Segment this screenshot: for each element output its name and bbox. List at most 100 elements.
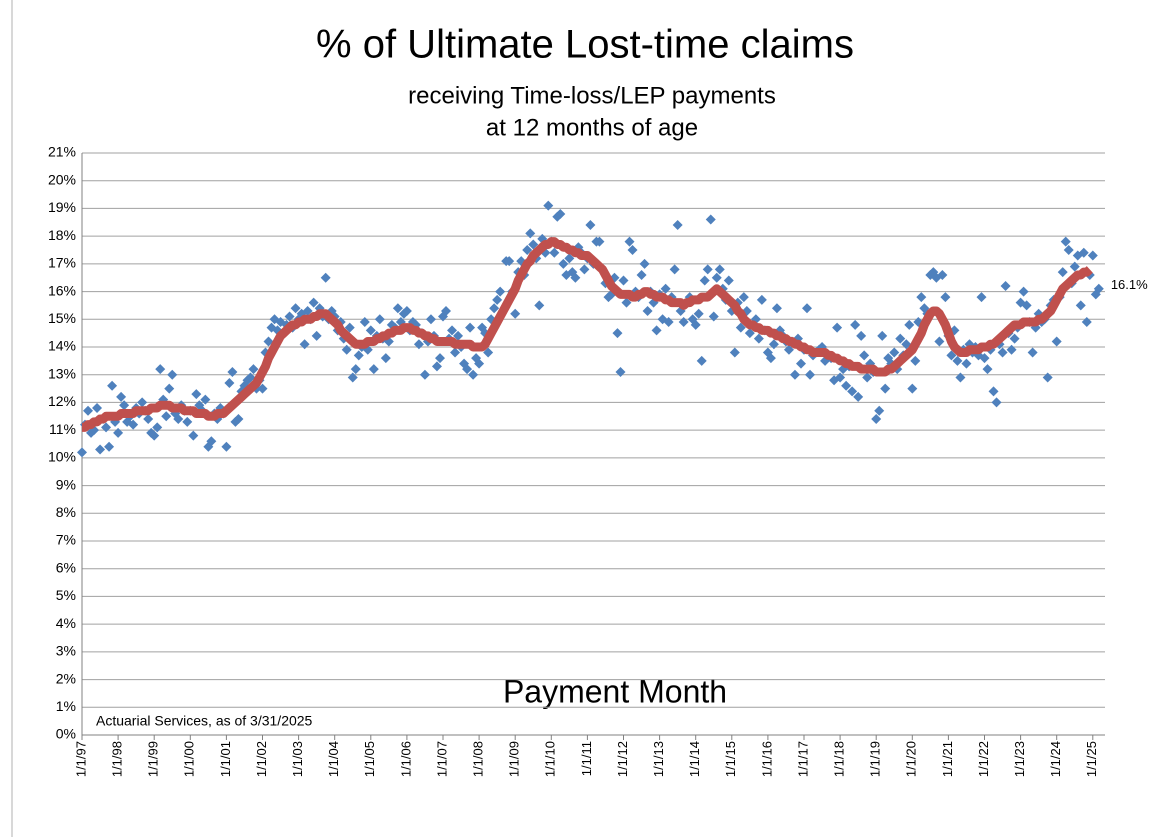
data-point [453,330,464,341]
x-axis-title: Payment Month [503,673,727,709]
data-point [627,245,638,255]
data-point [904,319,915,330]
data-point [642,305,653,316]
data-point [143,414,154,425]
x-tick-label: 1/1/17 [795,741,810,777]
data-point [224,378,235,389]
data-point [182,416,193,427]
data-point [534,300,545,311]
data-point [302,305,313,316]
data-point [850,319,861,330]
data-point [594,236,605,247]
data-point [368,364,379,375]
data-point [874,405,885,416]
data-point [768,339,779,350]
data-point [714,264,725,275]
data-point [853,391,864,402]
data-point [672,220,683,231]
data-point [895,333,906,344]
y-tick-label: 14% [48,338,76,354]
y-tick-label: 19% [48,199,76,215]
data-point [528,239,539,250]
data-point [365,325,376,336]
data-point [353,350,364,361]
data-point [489,303,500,314]
data-point [636,269,647,280]
data-point [907,383,918,394]
data-point [937,269,948,280]
data-point [450,347,461,358]
data-point [299,339,310,350]
data-point [119,400,130,411]
y-tick-label: 5% [56,587,76,603]
x-tick-label: 1/1/07 [434,741,449,777]
y-tick-label: 21% [48,144,76,160]
data-point [952,355,963,366]
x-tick-label: 1/1/02 [254,741,269,777]
data-point [227,366,238,377]
data-point [101,422,112,433]
data-point [167,369,178,380]
y-tick-label: 17% [48,255,76,271]
data-point [257,383,268,394]
data-point [639,258,650,269]
y-tick-label: 13% [48,365,76,381]
data-point [308,297,319,308]
data-point [660,283,671,294]
data-point [789,369,800,380]
data-point [765,353,776,364]
data-point [738,292,749,303]
data-point [735,322,746,333]
x-tick-label: 1/1/18 [832,741,847,777]
data-point [359,317,370,328]
y-tick-label: 20% [48,171,76,187]
y-tick-label: 9% [56,476,76,492]
data-point [434,353,445,364]
x-tick-label: 1/1/15 [723,741,738,777]
data-point [910,355,921,366]
data-point [982,364,993,375]
data-point [419,369,430,380]
x-tick-label: 1/1/23 [1012,741,1027,777]
data-point [1069,261,1080,272]
data-point [615,366,626,377]
data-point [795,358,806,369]
data-point [880,383,891,394]
y-tick-label: 18% [48,227,76,243]
data-point [483,347,494,358]
data-point [847,386,858,397]
x-tick-label: 1/1/05 [362,741,377,777]
data-point [468,369,479,380]
x-tick-label: 1/1/24 [1048,741,1063,777]
data-point [1006,344,1017,355]
data-point [859,350,870,361]
data-point [152,422,163,433]
data-point [510,308,521,319]
data-point [113,427,124,438]
data-point [1027,347,1038,358]
data-point [979,353,990,364]
y-tick-label: 4% [56,615,76,631]
data-point [447,325,458,336]
data-point [579,264,590,275]
trend-line [80,237,1093,432]
x-tick-label: 1/1/97 [73,741,88,777]
y-tick-label: 10% [48,449,76,465]
x-tick-label: 1/1/12 [615,741,630,777]
data-point [783,344,794,355]
data-point [104,441,115,452]
x-tick-label: 1/1/00 [182,741,197,777]
data-point [161,411,172,422]
data-point [618,275,629,286]
x-tick-label: 1/1/22 [976,741,991,777]
data-point [889,347,900,358]
data-point [693,308,704,319]
data-point [753,333,764,344]
data-point [901,339,912,350]
data-point [976,292,987,303]
data-point [347,372,358,383]
data-point [832,322,843,333]
y-tick-label: 15% [48,310,76,326]
